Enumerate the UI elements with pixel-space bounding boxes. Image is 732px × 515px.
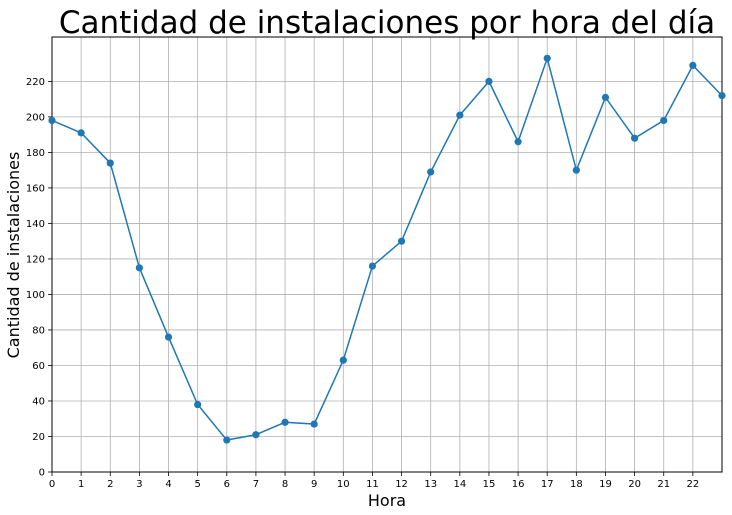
data-point bbox=[310, 420, 318, 428]
y-tick-label: 60 bbox=[32, 361, 45, 372]
plot-frame bbox=[51, 36, 723, 473]
x-tick-label: 12 bbox=[395, 479, 408, 490]
y-tick-label: 180 bbox=[26, 148, 45, 159]
y-tick-label: 40 bbox=[32, 396, 45, 407]
x-tick-label: 6 bbox=[224, 479, 230, 490]
x-axis-ticks: 0 1 2 3 4 5 6 7 8 9 10 11 12 13 14 15 16 17 18 19 20 21 22 bbox=[49, 472, 699, 490]
series-line bbox=[51, 55, 723, 441]
grid bbox=[51, 37, 722, 473]
data-point bbox=[456, 111, 464, 119]
data-point bbox=[660, 116, 668, 125]
x-tick-label: 11 bbox=[366, 479, 379, 490]
x-tick-label: 19 bbox=[599, 479, 612, 490]
y-tick-label: 140 bbox=[26, 219, 45, 230]
x-tick-label: 3 bbox=[136, 479, 142, 490]
data-point bbox=[601, 93, 610, 101]
y-tick-label: 100 bbox=[26, 290, 45, 301]
data-point bbox=[106, 159, 114, 167]
x-tick-label: 1 bbox=[78, 479, 84, 490]
x-tick-label: 18 bbox=[570, 479, 583, 490]
data-point bbox=[164, 333, 173, 341]
x-tick-label: 20 bbox=[628, 479, 641, 490]
x-tick-label: 5 bbox=[194, 479, 200, 490]
y-axis-label: Cantidad de instalaciones bbox=[4, 152, 23, 359]
data-point bbox=[514, 138, 522, 146]
data-point bbox=[368, 262, 377, 270]
x-tick-label: 15 bbox=[483, 479, 496, 490]
data-point bbox=[631, 134, 639, 142]
data-point bbox=[135, 264, 143, 272]
x-tick-label: 21 bbox=[657, 479, 670, 490]
data-point bbox=[572, 166, 580, 174]
y-tick-label: 200 bbox=[26, 112, 45, 123]
x-axis-label: Hora bbox=[368, 491, 406, 510]
y-tick-label: 220 bbox=[26, 77, 45, 88]
data-point bbox=[689, 61, 697, 70]
data-point bbox=[48, 116, 56, 125]
y-tick-label: 120 bbox=[26, 254, 45, 265]
data-point bbox=[281, 418, 289, 426]
data-point bbox=[718, 91, 726, 100]
data-point bbox=[77, 129, 85, 137]
y-axis-ticks: 0 20 40 60 80 100 120 140 160 180 200 220 bbox=[26, 77, 52, 479]
chart-title: Cantidad de instalaciones por hora del d… bbox=[59, 5, 715, 41]
data-point bbox=[194, 400, 202, 409]
x-tick-label: 14 bbox=[453, 479, 466, 490]
x-tick-label: 0 bbox=[49, 479, 55, 490]
data-point bbox=[252, 431, 260, 439]
y-tick-label: 20 bbox=[32, 432, 45, 443]
x-tick-label: 10 bbox=[337, 479, 350, 490]
x-tick-label: 4 bbox=[165, 479, 171, 490]
y-tick-label: 160 bbox=[26, 183, 45, 194]
data-point bbox=[427, 168, 435, 176]
x-tick-label: 8 bbox=[282, 479, 288, 490]
data-point bbox=[223, 436, 231, 444]
data-point bbox=[397, 237, 406, 245]
data-points bbox=[48, 54, 726, 444]
x-tick-label: 22 bbox=[687, 479, 700, 490]
data-point bbox=[339, 356, 347, 364]
x-tick-label: 17 bbox=[541, 479, 554, 490]
y-tick-label: 80 bbox=[32, 325, 45, 336]
x-tick-label: 16 bbox=[512, 479, 525, 490]
x-tick-label: 7 bbox=[253, 479, 259, 490]
x-tick-label: 13 bbox=[424, 479, 437, 490]
data-point bbox=[543, 54, 551, 62]
x-tick-label: 9 bbox=[311, 479, 317, 490]
data-point bbox=[485, 77, 493, 85]
y-tick-label: 0 bbox=[39, 468, 45, 479]
x-tick-label: 2 bbox=[107, 479, 113, 490]
